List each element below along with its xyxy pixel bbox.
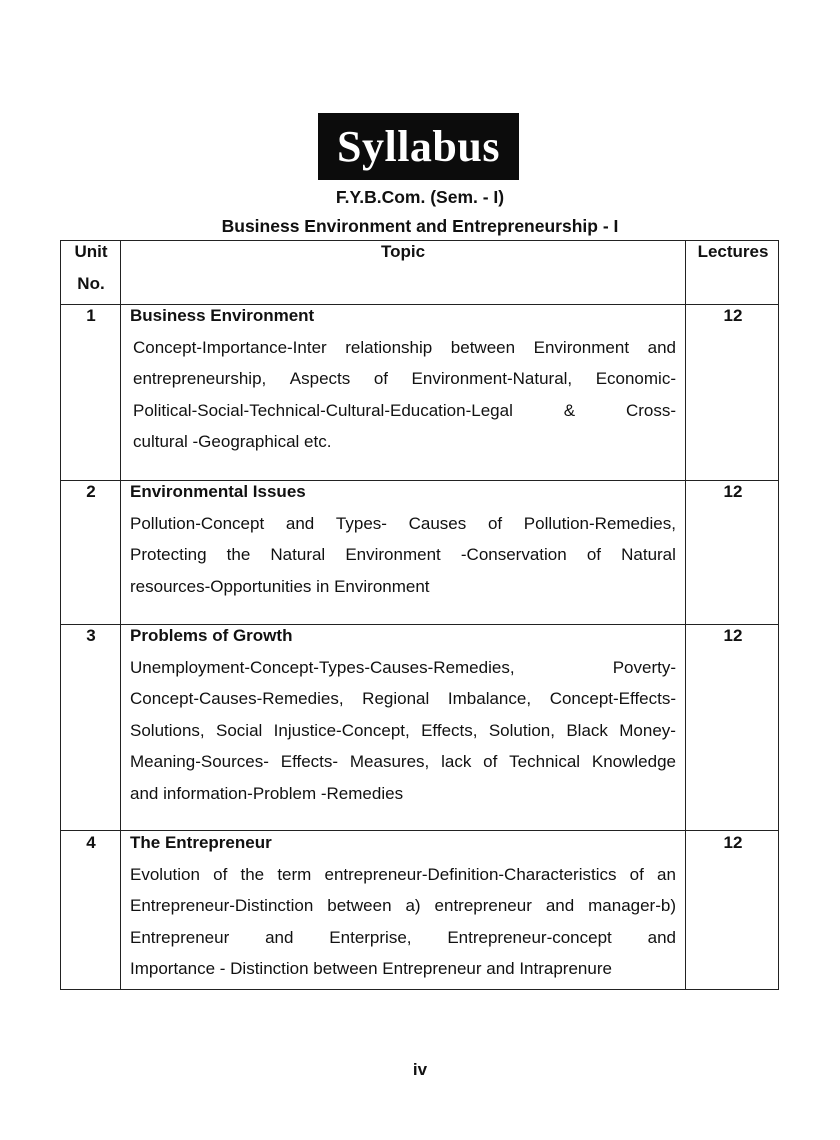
topic-line: Importance - Distinction between Entrepr… xyxy=(130,959,612,979)
subject-title: Business Environment and Entrepreneurshi… xyxy=(221,216,619,236)
topic-cell: Business Environment Concept-Importance-I… xyxy=(130,300,676,458)
topic-line: resources-Opportunities in Environment xyxy=(130,576,430,596)
topic-line: Evolution of the term entrepreneur-Definitio… xyxy=(130,864,676,884)
topic-cell: Environmental Issues Pollution-Concept and… xyxy=(130,476,676,602)
topic-line: Solutions, Social Injustice-Concept, Effect… xyxy=(130,720,676,740)
column-divider xyxy=(685,241,686,989)
topic-cell: Problems of Growth Unemployment-Concept-T… xyxy=(130,620,676,810)
topic-title: Problems of Growth xyxy=(130,626,293,645)
topic-line: entrepreneurship, Aspects of Environment-Na… xyxy=(133,369,676,389)
page-number: iv xyxy=(412,1060,428,1079)
course-title: F.Y.B.Com. (Sem. - I) xyxy=(335,187,505,207)
topic-line: Entrepreneur-Distinction between a) entrepr… xyxy=(130,896,676,916)
lecture-count: 12 xyxy=(723,833,743,852)
topic-line: Entrepreneur and Enterprise, Entrepreneur-c… xyxy=(130,927,676,947)
syllabus-banner: Syllabus xyxy=(318,113,519,180)
unit-number: 1 xyxy=(86,306,96,325)
topic-cell: The Entrepreneur Evolution of the term entrep… xyxy=(130,827,676,985)
row-divider xyxy=(61,480,778,481)
topic-line: Political-Social-Technical-Cultural-Educ… xyxy=(133,400,676,420)
row-divider xyxy=(61,624,778,625)
topic-title: Business Environment xyxy=(130,306,315,325)
unit-number: 2 xyxy=(86,482,96,501)
topic-title: The Entrepreneur xyxy=(130,833,272,852)
topic-line: cultural -Geographical etc. xyxy=(133,432,332,452)
header-lectures: Lectures xyxy=(697,242,769,261)
lecture-count: 12 xyxy=(723,306,743,325)
syllabus-table: Unit No. Topic Lectures 1 12 Business Envi… xyxy=(60,240,779,990)
row-divider xyxy=(61,830,778,831)
header-topic: Topic xyxy=(380,242,426,261)
header-unit: Unit No. xyxy=(61,236,121,299)
topic-line: Meaning-Sources- Effects- Measures, lack of T… xyxy=(130,752,676,772)
lecture-count: 12 xyxy=(723,482,743,501)
topic-line: Concept-Importance-Inter relationship betw… xyxy=(133,337,676,357)
topic-line: Unemployment-Concept-Types-Causes-Remedi… xyxy=(130,657,676,677)
row-divider xyxy=(61,304,778,305)
topic-title: Environmental Issues xyxy=(130,482,306,501)
unit-number: 4 xyxy=(86,833,96,852)
topic-line: Protecting the Natural Environment -Conserva… xyxy=(130,545,676,565)
header-unit-line2: No. xyxy=(77,273,105,293)
header-unit-line1: Unit xyxy=(74,242,108,261)
unit-number: 3 xyxy=(86,626,96,645)
column-divider xyxy=(120,241,121,989)
topic-line: Concept-Causes-Remedies, Regional Imbalanc… xyxy=(130,689,676,709)
topic-line: Pollution-Concept and Types- Causes of Pollut… xyxy=(130,513,676,533)
lecture-count: 12 xyxy=(723,626,743,645)
topic-line: and information-Problem -Remedies xyxy=(130,783,404,803)
